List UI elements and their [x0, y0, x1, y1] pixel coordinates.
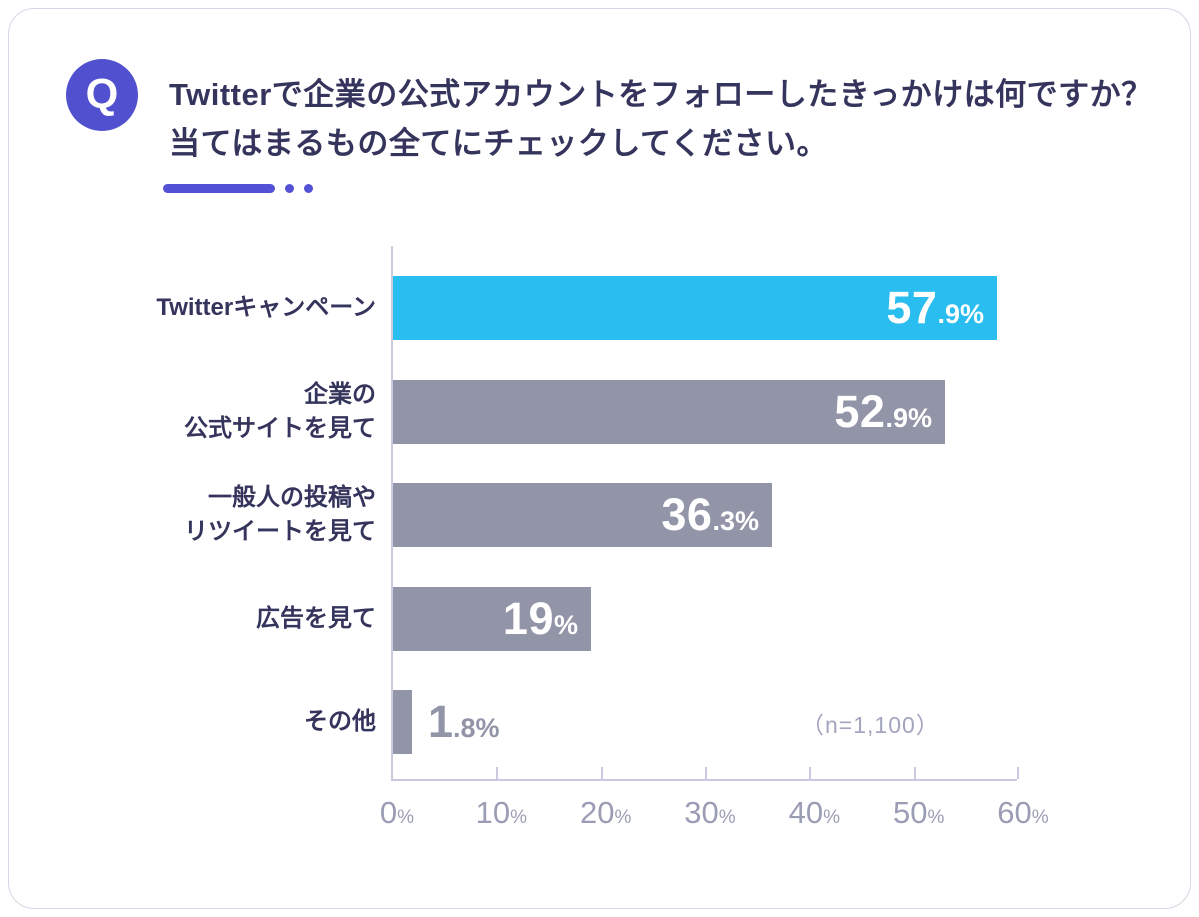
- x-axis-tick: [809, 767, 812, 779]
- category-label: Twitterキャンペーン: [156, 294, 376, 321]
- bar-chart: Twitterキャンペーン企業の 公式サイトを見て 一般人の投稿や リツイートを見て広…: [9, 246, 1192, 846]
- underline-dot: [304, 184, 313, 193]
- category-label: その他: [304, 708, 376, 735]
- x-tick-label: 40%: [788, 795, 841, 830]
- plot-area: （n=1,100） 57.9% 52.9% 36.3% 19% 1.8%: [391, 246, 1019, 781]
- question-icon-letter: Q: [85, 70, 119, 117]
- bar: 19%: [393, 586, 591, 651]
- x-axis-labels: 0% 10% 20% 30% 40% 50% 60%: [380, 795, 1049, 841]
- category-label: 一般人の投稿や リツイートを見て: [184, 484, 376, 545]
- x-tick-label: 50%: [892, 795, 945, 830]
- x-axis-tick: [913, 767, 916, 779]
- x-tick-label: 20%: [579, 795, 632, 830]
- bar-value: 57.9%: [886, 282, 984, 333]
- survey-card: Q Twitterで企業の公式アカウントをフォローしたきっかけは何ですか？ 当て…: [8, 8, 1191, 909]
- category-label: 企業の 公式サイトを見て: [184, 380, 376, 442]
- bar-value: 19%: [502, 592, 578, 644]
- x-tick-label: 10%: [475, 795, 528, 830]
- x-axis-tick: [1017, 767, 1019, 779]
- bar: 52.9%: [393, 379, 945, 444]
- x-axis-tick: [496, 767, 499, 779]
- question-line-2: 当てはまるもの全てにチェックしてください。: [169, 126, 829, 161]
- bar-value: 52.9%: [834, 385, 932, 437]
- bar-value: 36.3%: [661, 489, 759, 540]
- x-tick-label: 60%: [997, 795, 1049, 830]
- x-axis-tick: [705, 767, 707, 779]
- sample-size-annotation: （n=1,100）: [801, 712, 940, 738]
- x-tick-label: 0%: [379, 795, 415, 830]
- x-tick-label: 30%: [684, 795, 736, 830]
- category-labels: Twitterキャンペーン企業の 公式サイトを見て 一般人の投稿や リツイートを見て広…: [9, 246, 376, 781]
- question-icon: Q: [66, 59, 138, 131]
- question-line-1: Twitterで企業の公式アカウントをフォローしたきっかけは何ですか？: [169, 77, 1153, 112]
- bar: 57.9%: [393, 276, 997, 340]
- x-axis-tick: [600, 767, 603, 779]
- category-label: 広告を見て: [256, 604, 376, 632]
- underline-bar: [163, 184, 275, 193]
- bar-value: 1.8%: [428, 696, 500, 747]
- underline-dot: [285, 184, 294, 193]
- bar: [393, 690, 412, 754]
- bar: 36.3%: [393, 483, 772, 547]
- question-title: Twitterで企業の公式アカウントをフォローしたきっかけは何ですか？ 当てはま…: [169, 70, 1153, 168]
